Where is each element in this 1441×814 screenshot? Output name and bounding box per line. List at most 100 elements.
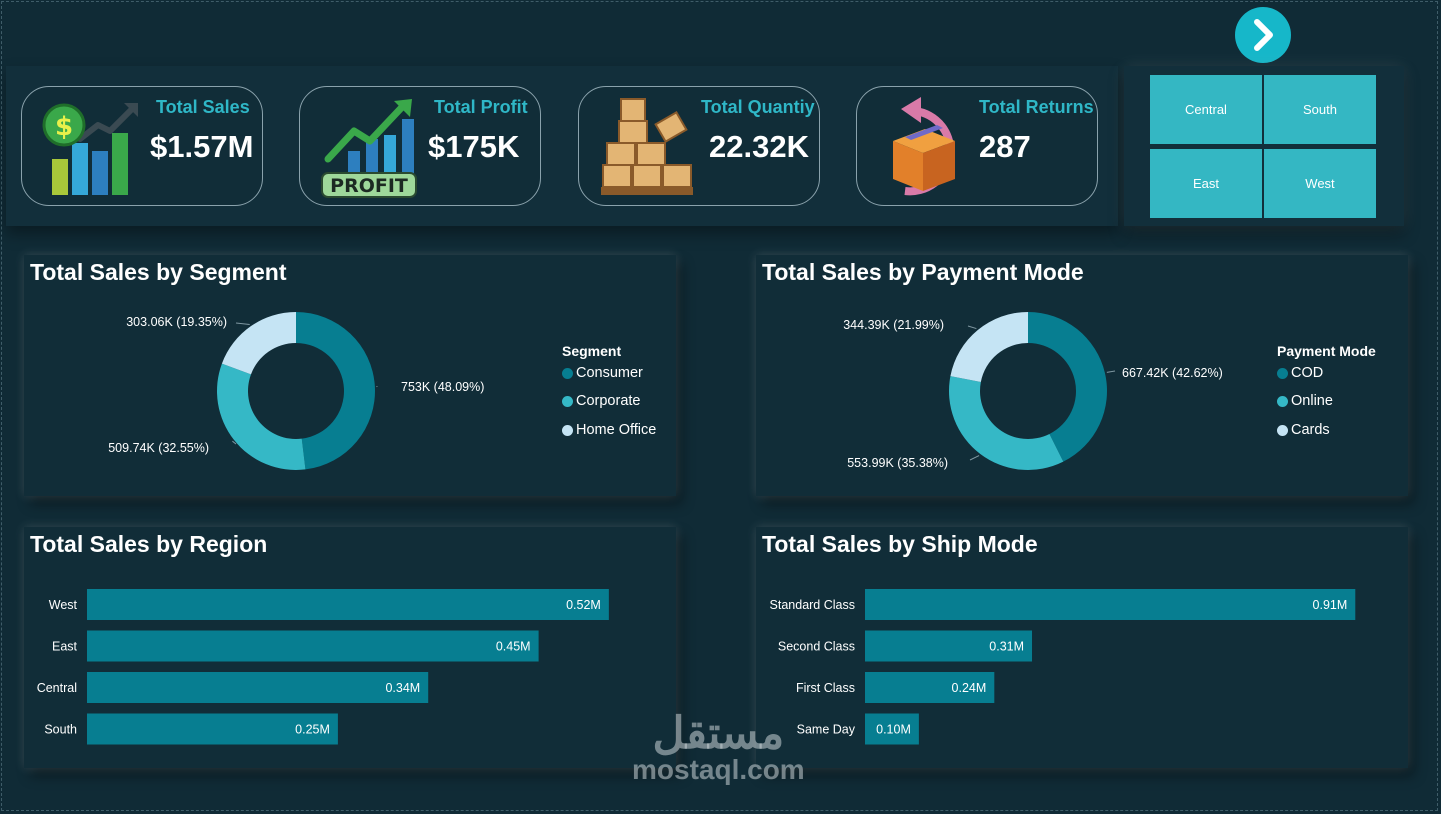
bar[interactable]	[87, 589, 609, 620]
data-label: 344.39K (21.99%)	[843, 318, 944, 332]
ship-mode-bar-chart: Standard Class 0.91M Second Class 0.31M Firs…	[770, 589, 1356, 745]
value-label: 0.91M	[1313, 598, 1348, 612]
value-label: 0.45M	[496, 640, 531, 654]
segment-donut-chart: 753K (48.09%) 509.74K (32.55%) 303.06K (19…	[108, 312, 484, 470]
kpi-title: Total Profit	[434, 97, 528, 117]
donut-slice[interactable]	[950, 312, 1028, 382]
region-chart-panel: Total Sales by Region West 0.52M East 0.45M…	[24, 527, 676, 768]
legend-item-cards[interactable]: Cards	[1277, 422, 1330, 438]
region-bar-chart: West 0.52M East 0.45M Central 0.34M South 0.25M	[37, 589, 609, 745]
legend-item-cod[interactable]: COD	[1277, 365, 1323, 381]
data-label: 303.06K (19.35%)	[126, 315, 227, 329]
chart-title: Total Sales by Ship Mode	[762, 531, 1038, 557]
leader-line	[967, 325, 977, 330]
segment-chart-panel: Total Sales by Segment 753K (48.09%) 509.…	[24, 255, 676, 496]
legend-item-corporate[interactable]: Corporate	[562, 393, 640, 409]
donut-slice[interactable]	[949, 376, 1064, 470]
watermark-latin: mostaql.com	[632, 754, 805, 785]
legend-item-consumer[interactable]: Consumer	[562, 365, 643, 381]
data-label: 667.42K (42.62%)	[1122, 366, 1223, 380]
bar[interactable]	[865, 672, 995, 703]
legend-dot	[562, 367, 573, 379]
donut-slice[interactable]	[296, 312, 376, 470]
value-label: 0.31M	[989, 640, 1024, 654]
legend-item-home-office[interactable]: Home Office	[562, 422, 656, 438]
bar[interactable]	[865, 589, 1356, 620]
legend-label: Consumer	[576, 365, 643, 381]
donut-slice[interactable]	[221, 312, 296, 375]
legend-label: Cards	[1291, 422, 1330, 438]
svg-text:$: $	[55, 112, 73, 142]
legend-dot	[562, 424, 573, 436]
category-label: Standard Class	[770, 598, 855, 612]
bar[interactable]	[865, 713, 919, 745]
donut-slice[interactable]	[217, 363, 306, 470]
kpi-title: Total Quantiy	[701, 97, 815, 117]
kpi-value: $175K	[428, 129, 520, 164]
category-label: Central	[37, 681, 77, 695]
leader-line	[232, 440, 237, 445]
money-bar-chart-icon: $	[42, 103, 138, 195]
category-label: Second Class	[778, 640, 855, 654]
value-label: 0.25M	[295, 723, 330, 737]
bar[interactable]	[87, 672, 429, 703]
bar[interactable]	[87, 630, 539, 662]
data-label: 753K (48.09%)	[401, 380, 484, 394]
legend-item-online[interactable]: Online	[1277, 393, 1333, 409]
legend-dot	[1277, 367, 1288, 379]
data-label: 553.99K (35.38%)	[847, 456, 948, 470]
value-label: 0.10M	[876, 723, 911, 737]
legend-label: Corporate	[576, 393, 641, 409]
bar[interactable]	[865, 630, 1033, 662]
kpi-card-total-quantity: Total Quantiy 22.32K	[578, 86, 820, 206]
next-page-button[interactable]	[1235, 7, 1291, 63]
kpi-card-total-returns: Total Returns 287	[856, 86, 1098, 206]
kpi-title: Total Sales	[156, 97, 250, 117]
kpi-value: $1.57M	[150, 129, 254, 164]
chevron-right-icon	[1254, 19, 1273, 51]
watermark-arabic: مستقل	[652, 709, 785, 758]
return-box-icon	[893, 97, 955, 196]
kpi-card-total-sales: $ Total Sales $1.57M	[21, 86, 263, 206]
slicer-tile-south[interactable]: South	[1264, 75, 1376, 144]
chart-title: Total Sales by Region	[30, 531, 268, 557]
kpi-title: Total Returns	[979, 97, 1094, 117]
slicer-tile-east[interactable]: East	[1150, 149, 1262, 218]
bar[interactable]	[87, 713, 338, 745]
category-label: South	[44, 723, 77, 737]
legend-title: Payment Mode	[1277, 343, 1376, 359]
payment-mode-donut-chart: 667.42K (42.62%) 553.99K (35.38%) 344.39K …	[843, 312, 1223, 470]
payment-mode-chart-panel: Total Sales by Payment Mode 667.42K (42.…	[756, 255, 1408, 496]
slicer-tile-central[interactable]: Central	[1150, 75, 1262, 144]
boxes-pallet-icon	[601, 98, 693, 195]
legend-label: Home Office	[576, 422, 657, 438]
leader-line	[235, 322, 250, 326]
legend-label: COD	[1291, 365, 1324, 381]
legend-title: Segment	[562, 343, 622, 359]
donut-slice[interactable]	[1028, 312, 1107, 462]
leader-line	[969, 455, 980, 461]
data-label: 509.74K (32.55%)	[108, 441, 209, 455]
svg-text:PROFIT: PROFIT	[330, 175, 408, 197]
category-label: West	[49, 598, 78, 612]
category-label: East	[52, 640, 78, 654]
category-label: Same Day	[797, 723, 856, 737]
legend-label: Online	[1291, 393, 1333, 409]
ship-mode-chart-panel: Total Sales by Ship Mode Standard Class 0…	[756, 527, 1408, 768]
slicer-tile-west[interactable]: West	[1264, 149, 1376, 218]
value-label: 0.24M	[952, 681, 987, 695]
legend-dot	[1277, 424, 1288, 436]
kpi-value: 287	[979, 129, 1031, 164]
profit-growth-icon: PROFIT	[321, 99, 417, 198]
legend-dot	[562, 395, 573, 407]
kpi-card-total-profit: PROFIT Total Profit $175K	[299, 86, 541, 206]
legend-dot	[1277, 395, 1288, 407]
value-label: 0.34M	[385, 681, 420, 695]
kpi-value: 22.32K	[709, 129, 809, 164]
leader-line	[1106, 370, 1116, 373]
chart-title: Total Sales by Payment Mode	[762, 259, 1084, 285]
value-label: 0.52M	[566, 598, 601, 612]
watermark-logo: مستقل mostaql.com	[632, 712, 805, 784]
category-label: First Class	[796, 681, 855, 695]
